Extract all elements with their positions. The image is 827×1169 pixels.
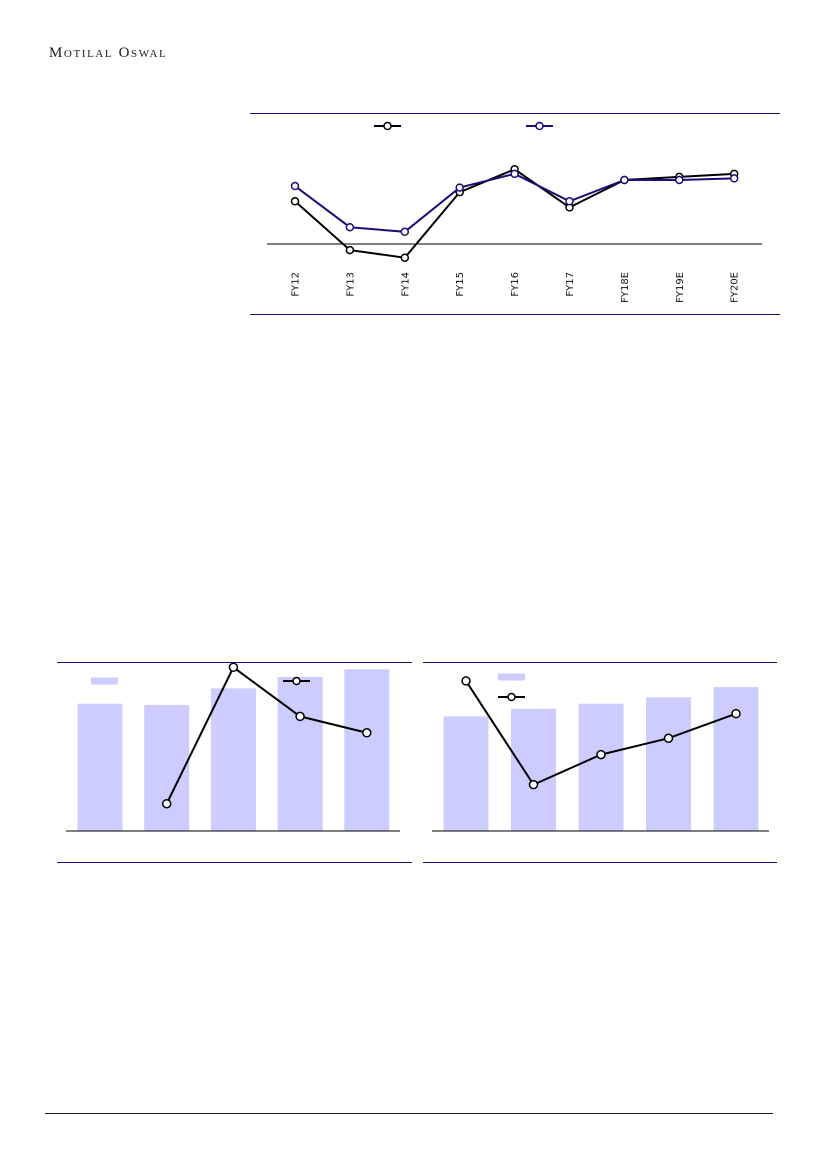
chart1-series-2-point <box>729 174 739 183</box>
chart2-line-point <box>228 662 239 673</box>
chart2-top-rule <box>57 662 412 663</box>
chart3-legend-bar-swatch <box>498 673 525 681</box>
chart1-x-tick-label: FY14 <box>400 272 411 297</box>
chart2-bar <box>344 669 390 831</box>
chart2-line-point <box>295 711 305 722</box>
chart1-bottom-rule <box>250 314 780 315</box>
chart3-line-point <box>731 708 741 719</box>
chart2-line-point <box>362 728 372 738</box>
chart3-bottom-rule <box>423 862 777 863</box>
chart1-series-2-point <box>620 175 629 185</box>
chart3-bar <box>713 687 759 831</box>
chart1-series-2-point <box>565 197 574 206</box>
chart1-series-2-point <box>290 181 300 191</box>
chart1-x-tick-label: FY17 <box>565 272 576 297</box>
chart2-bar <box>277 676 323 831</box>
footer-rule <box>45 1113 773 1114</box>
chart1-x-tick-label: FY15 <box>455 272 466 297</box>
chart1-x-tick-label: FY18E <box>620 272 631 303</box>
chart2-bar <box>210 688 256 831</box>
chart2-line-point <box>161 798 172 809</box>
chart3-bar <box>511 708 556 831</box>
chart1-top-rule <box>250 113 780 114</box>
chart1-x-tick-label: FY12 <box>291 272 302 297</box>
bar-line-chart-right <box>432 673 769 832</box>
chart1-x-tick-label: FY20E <box>730 272 741 303</box>
chart2-bar <box>77 703 123 831</box>
brand-logo: Motilal Oswal <box>49 45 168 61</box>
chart1-x-tick-label: FY16 <box>510 272 521 297</box>
chart3-top-rule <box>423 662 777 663</box>
chart1-series-2-point <box>455 183 464 192</box>
chart3-line-point <box>528 779 539 790</box>
chart1-x-tick-label: FY19E <box>675 272 686 303</box>
chart3-bar <box>578 703 624 831</box>
line-chart-growth: FY12 FY13 FY14 FY15 FY16 FY17 FY18E FY19E FY20E <box>267 121 762 303</box>
chart3-legend-line-dot <box>507 692 516 702</box>
chart2-bottom-rule <box>57 862 412 863</box>
chart3-line-point <box>461 676 471 686</box>
bar-line-chart-left <box>66 662 400 832</box>
chart1-series-2-point <box>400 227 410 237</box>
chart1-series-2-point <box>345 222 355 232</box>
chart3-line-point <box>663 733 674 743</box>
chart2-bar <box>144 704 190 831</box>
chart2-line <box>165 665 368 805</box>
chart1-series-2-point <box>510 169 519 179</box>
chart1-series-2-point <box>675 175 684 185</box>
chart1-series-1-point <box>400 253 410 262</box>
chart3-line-point <box>596 749 606 760</box>
chart3-bar <box>646 697 691 831</box>
legend-marker-dot <box>535 121 544 131</box>
chart1-x-tick-label: FY13 <box>345 272 356 297</box>
legend-marker-dot <box>383 121 392 131</box>
chart1-series-2-line <box>294 172 735 233</box>
chart1-series-1-point <box>345 245 355 255</box>
chart2-legend-bar-swatch <box>91 677 118 685</box>
chart2-legend-line-dot <box>292 676 301 686</box>
chart3-bar <box>443 716 489 831</box>
chart1-series-1-point <box>290 197 300 206</box>
